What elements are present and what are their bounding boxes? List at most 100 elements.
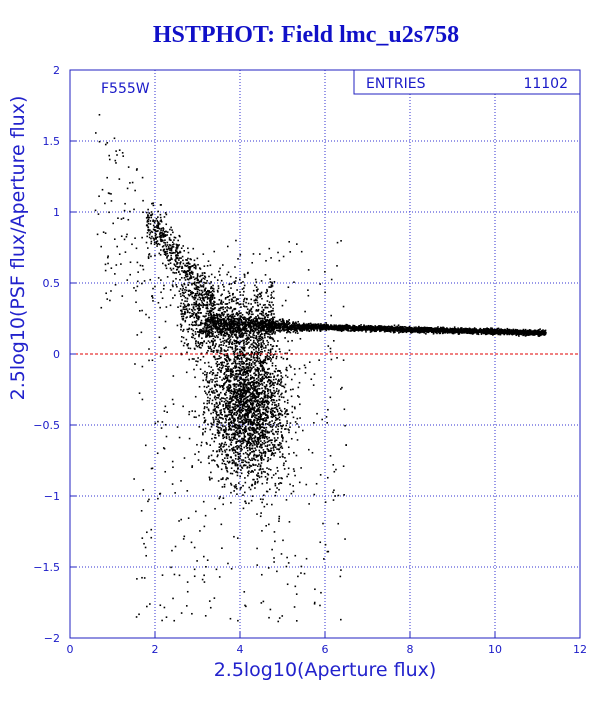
data-point: [486, 327, 488, 330]
data-point: [192, 313, 195, 316]
data-point: [204, 322, 206, 324]
data-point: [193, 316, 196, 319]
data-point: [301, 326, 304, 328]
data-point: [420, 331, 423, 333]
data-point: [288, 322, 291, 325]
data-point: [384, 328, 387, 330]
data-point: [210, 319, 213, 322]
data-point: [286, 324, 288, 326]
data-point: [180, 326, 183, 328]
data-point: [234, 296, 236, 299]
data-point: [275, 320, 277, 322]
data-point: [188, 308, 191, 310]
data-point: [430, 328, 432, 330]
data-point: [253, 324, 255, 327]
data-point: [245, 323, 248, 326]
data-point: [197, 311, 199, 314]
data-point: [499, 333, 502, 336]
data-point: [209, 264, 212, 267]
data-point: [258, 326, 260, 328]
data-point: [457, 327, 459, 330]
data-point: [417, 329, 420, 331]
data-point: [496, 327, 499, 330]
data-point: [317, 325, 320, 328]
data-point: [187, 343, 190, 345]
data-point: [270, 291, 273, 294]
data-point: [191, 282, 193, 285]
data-point: [257, 333, 259, 335]
data-point: [218, 299, 221, 301]
data-point: [251, 311, 253, 313]
data-point: [186, 304, 189, 306]
data-point: [223, 342, 225, 344]
data-point: [219, 321, 222, 324]
data-point: [247, 313, 250, 316]
data-point: [364, 328, 366, 331]
data-point: [272, 345, 275, 347]
data-point: [491, 327, 493, 330]
data-point: [418, 325, 420, 328]
data-point: [258, 329, 260, 332]
data-point: [423, 332, 426, 334]
data-point: [248, 361, 251, 364]
data-point: [240, 323, 242, 326]
data-point: [445, 329, 448, 331]
data-point: [540, 332, 543, 334]
data-point: [267, 335, 269, 338]
data-point: [393, 324, 396, 327]
data-point: [258, 324, 260, 326]
data-point: [430, 331, 433, 334]
data-point: [240, 340, 243, 343]
data-point: [233, 328, 235, 331]
data-point: [202, 331, 205, 334]
data-point: [217, 303, 220, 306]
data-point: [182, 315, 185, 318]
data-point: [468, 327, 471, 330]
data-point: [291, 324, 293, 327]
data-point: [261, 313, 263, 316]
data-point: [397, 324, 400, 326]
data-point: [210, 273, 213, 276]
data-point: [292, 321, 295, 323]
data-point: [180, 284, 183, 286]
data-point: [256, 322, 259, 325]
data-point: [209, 341, 211, 344]
data-point: [183, 308, 186, 311]
data-point: [180, 302, 182, 305]
data-point: [212, 325, 215, 327]
data-point: [434, 327, 436, 329]
data-point: [261, 333, 263, 336]
data-point: [222, 337, 225, 340]
data-point: [498, 328, 501, 331]
data-point: [521, 330, 524, 333]
data-point: [230, 327, 232, 330]
data-point: [240, 315, 243, 318]
data-point: [531, 330, 534, 332]
data-point: [439, 329, 441, 331]
data-point: [456, 331, 458, 334]
data-point: [253, 317, 256, 320]
data-point: [534, 329, 537, 332]
data-point: [208, 323, 211, 326]
data-point: [234, 266, 236, 268]
data-point: [313, 326, 315, 328]
data-point: [290, 326, 293, 329]
data-point: [358, 329, 361, 331]
data-point: [215, 312, 218, 315]
data-point: [446, 327, 448, 329]
data-point: [262, 323, 264, 326]
data-point: [528, 332, 531, 335]
data-point: [253, 299, 256, 302]
data-point: [284, 326, 286, 329]
data-point: [367, 328, 370, 330]
data-point: [250, 329, 253, 331]
data-point: [273, 324, 276, 326]
data-point: [258, 326, 261, 329]
data-point: [231, 336, 234, 338]
data-point: [403, 330, 406, 333]
data-point: [222, 334, 225, 336]
data-point: [543, 330, 546, 333]
data-point: [236, 324, 239, 326]
data-point: [222, 314, 224, 316]
data-point: [264, 318, 266, 321]
